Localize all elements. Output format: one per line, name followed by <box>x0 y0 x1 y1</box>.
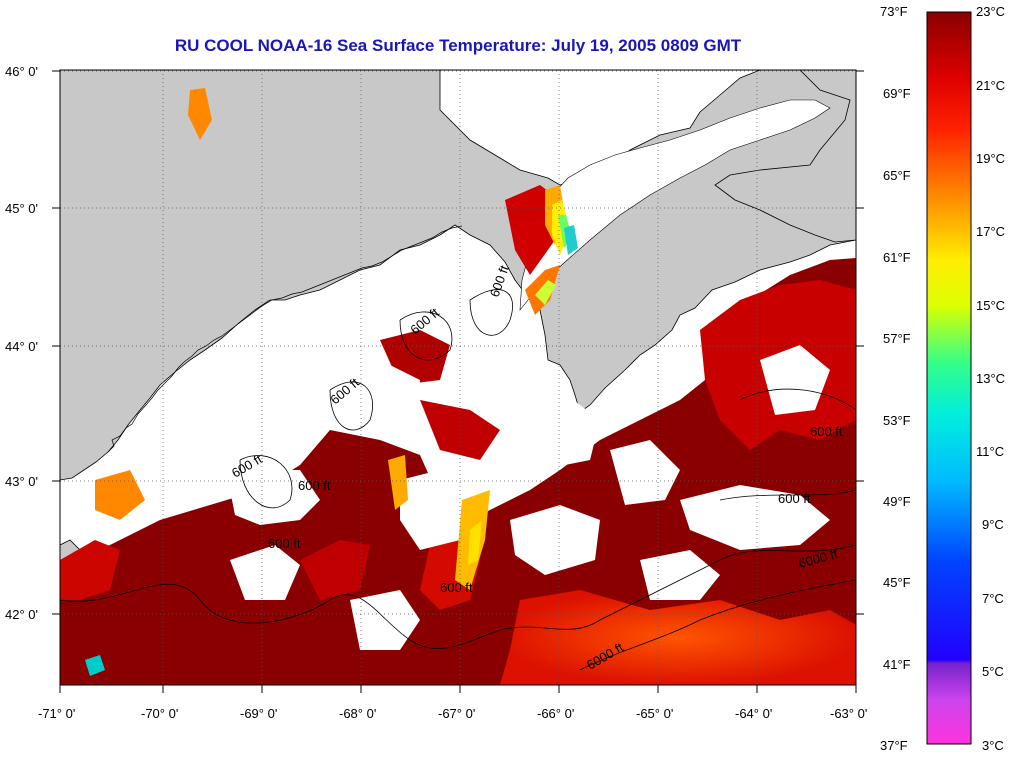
cb-f-label: 69°F <box>883 86 911 101</box>
lon-label: -65° 0' <box>636 706 673 721</box>
cb-f-label: 37°F <box>880 738 908 753</box>
land-nova-scotia <box>714 70 856 243</box>
cloud-gaps <box>160 345 830 650</box>
cb-f-label: 61°F <box>883 250 911 265</box>
cb-c-label: 11°C <box>976 444 1004 459</box>
lat-label: 44° 0' <box>5 339 38 354</box>
colorbar-celsius-labels: 23°C 21°C 19°C 17°C 15°C 13°C 11°C 9°C 7… <box>976 4 1005 753</box>
colorbar <box>926 11 972 745</box>
cb-f-label: 65°F <box>883 168 911 183</box>
lon-label: -67° 0' <box>438 706 475 721</box>
lat-label: 45° 0' <box>5 201 38 216</box>
contour-label: 600 ft <box>810 424 843 439</box>
colorbar-fahrenheit-labels: 73°F 69°F 65°F 61°F 57°F 53°F 49°F 45°F … <box>880 4 911 753</box>
cb-f-label: 53°F <box>883 413 911 428</box>
cb-f-label: 41°F <box>883 657 911 672</box>
lon-label: -70° 0' <box>141 706 178 721</box>
axis-ticks <box>52 70 864 693</box>
cb-f-label: 45°F <box>883 575 911 590</box>
cb-c-label: 21°C <box>976 78 1005 93</box>
lon-label: -66° 0' <box>537 706 574 721</box>
lon-label: -63° 0' <box>830 706 867 721</box>
cb-c-label: 5°C <box>982 664 1004 679</box>
lat-label: 42° 0' <box>5 607 38 622</box>
latitude-labels: 46° 0' 45° 0' 44° 0' 43° 0' 42° 0' <box>5 64 38 622</box>
cb-c-label: 7°C <box>982 591 1004 606</box>
contour-label: 600 ft <box>298 478 331 493</box>
cb-c-label: 23°C <box>976 4 1005 19</box>
lon-label: -69° 0' <box>240 706 277 721</box>
contour-label: 600 ft <box>440 580 473 595</box>
contour-label: 600 ft <box>268 536 301 551</box>
map-grid <box>60 70 856 685</box>
lat-label: 43° 0' <box>5 474 38 489</box>
lon-label: -68° 0' <box>339 706 376 721</box>
depth-contours <box>60 289 856 671</box>
map-title: RU COOL NOAA-16 Sea Surface Temperature:… <box>174 36 742 55</box>
cb-c-label: 13°C <box>976 371 1005 386</box>
cb-f-label: 49°F <box>883 494 911 509</box>
lat-label: 46° 0' <box>5 64 38 79</box>
cb-c-label: 19°C <box>976 151 1005 166</box>
cb-c-label: 17°C <box>976 224 1005 239</box>
cb-f-label: 73°F <box>880 4 908 19</box>
cb-c-label: 3°C <box>982 738 1004 753</box>
cool-patches <box>85 88 578 676</box>
lon-label: -64° 0' <box>735 706 772 721</box>
longitude-labels: -71° 0' -70° 0' -69° 0' -68° 0' -67° 0' … <box>38 706 867 721</box>
contour-label: 600 ft <box>778 491 811 506</box>
cb-c-label: 9°C <box>982 517 1004 532</box>
map-frame <box>59 69 857 686</box>
lon-label: -71° 0' <box>38 706 75 721</box>
cb-c-label: 15°C <box>976 298 1005 313</box>
coastline <box>107 225 463 453</box>
cb-f-label: 57°F <box>883 331 911 346</box>
